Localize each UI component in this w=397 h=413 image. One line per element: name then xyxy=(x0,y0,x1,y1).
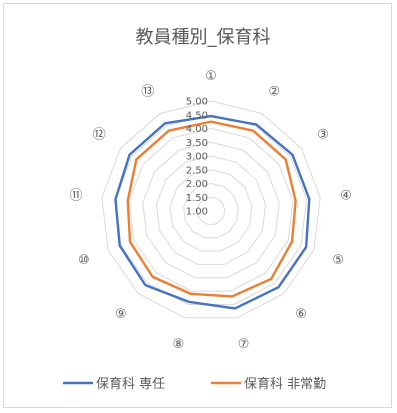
series-line-1 xyxy=(114,114,311,310)
series-layer xyxy=(114,114,311,310)
grid-ring xyxy=(155,155,267,265)
tick-label: 2.50 xyxy=(186,165,208,176)
tick-label: 4.50 xyxy=(186,110,208,121)
grid-ring xyxy=(196,196,226,225)
tick-label: 1.00 xyxy=(186,207,208,218)
grid-ring xyxy=(142,141,280,279)
grid xyxy=(101,100,321,319)
legend-item-2: 保育科 非常勤 xyxy=(211,376,326,392)
category-label: ⑤ xyxy=(332,253,344,268)
category-label: ⑫ xyxy=(93,128,106,143)
grid-ring xyxy=(169,169,253,252)
category-label: ③ xyxy=(317,128,329,143)
grid-ring xyxy=(183,182,239,239)
series-line-2 xyxy=(126,120,297,298)
category-label: ② xyxy=(268,85,280,100)
tick-label: 3.50 xyxy=(186,138,208,149)
tick-label: 3.00 xyxy=(186,152,208,163)
category-label: ① xyxy=(205,69,217,84)
category-label: ⑬ xyxy=(141,85,154,100)
category-label: ⑧ xyxy=(173,337,185,352)
legend: 保育科 専任 保育科 非常勤 xyxy=(63,376,326,392)
grid-ring xyxy=(128,127,294,292)
category-label: ⑦ xyxy=(238,337,250,352)
grid-ring xyxy=(101,100,321,319)
category-label: ⑨ xyxy=(115,307,127,322)
tick-labels: 1.00 1.50 2.00 2.50 3.00 3.50 4.00 4.50 5.00 xyxy=(186,97,208,218)
category-label: ⑩ xyxy=(78,253,90,268)
category-label: ④ xyxy=(340,189,352,204)
legend-item-1: 保育科 専任 xyxy=(63,376,165,392)
chart-title: 教員種別_保育科 xyxy=(136,27,271,48)
legend-label: 保育科 非常勤 xyxy=(244,376,326,392)
category-label: ⑥ xyxy=(295,307,307,322)
legend-label: 保育科 専任 xyxy=(96,376,165,392)
chart-frame xyxy=(3,3,392,408)
category-label: ⑪ xyxy=(69,189,82,204)
tick-label: 4.00 xyxy=(186,124,208,135)
tick-label: 1.50 xyxy=(186,193,208,204)
category-labels: ① ② ③ ④ ⑤ ⑥ ⑦ ⑧ ⑨ ⑩ ⑪ ⑫ ⑬ xyxy=(69,69,351,352)
tick-label: 2.00 xyxy=(186,179,208,190)
tick-label: 5.00 xyxy=(186,97,208,108)
